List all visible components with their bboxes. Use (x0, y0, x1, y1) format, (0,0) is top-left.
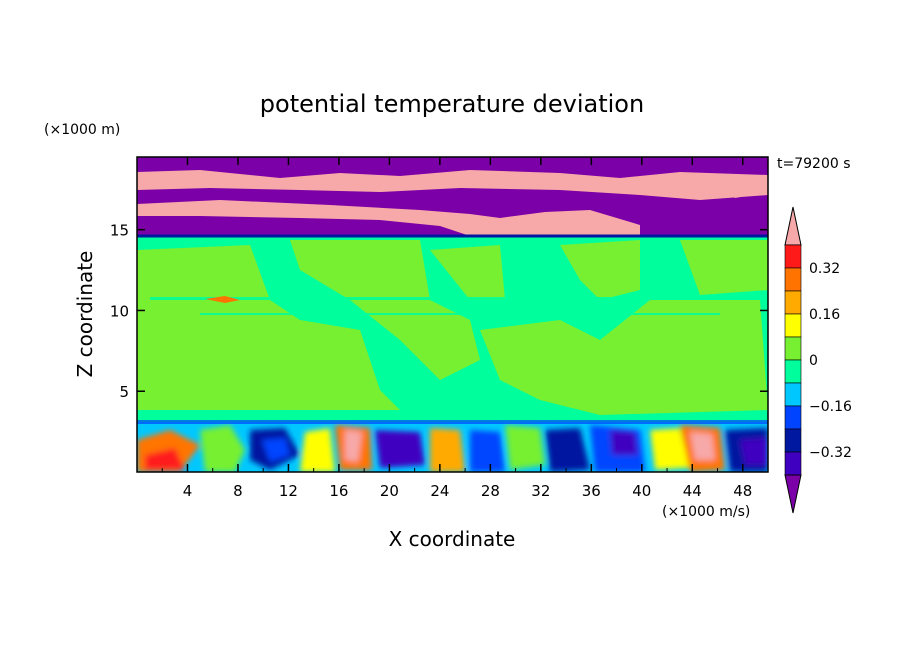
x-axis: 4 8 12 16 20 24 28 32 36 40 44 48 (161, 157, 752, 500)
streak (150, 297, 750, 300)
chart-title: potential temperature deviation (260, 90, 644, 118)
colorbar-segment (784, 451, 802, 476)
x-tick-label: 36 (582, 482, 601, 500)
x-tick-label: 40 (632, 482, 651, 500)
colorbar-tick-label: 0 (809, 353, 818, 369)
y-unit-label: (×1000 m) (44, 122, 120, 138)
pink-band (705, 176, 768, 198)
y-axis: 5 10 15 (110, 222, 768, 401)
green-lobe (137, 245, 400, 410)
green-lobe (560, 240, 640, 300)
contour-field (137, 157, 768, 472)
colorbar-lower-arrow (784, 474, 802, 514)
colorbar-segment (784, 359, 802, 384)
plot-frame (136, 156, 769, 473)
x-tick-label: 32 (531, 482, 550, 500)
colorbar-segment (784, 244, 802, 269)
colorbar-segment (784, 428, 802, 453)
green-lobe (680, 240, 768, 295)
y-axis-label: Z coordinate (73, 251, 97, 378)
colorbar-segment (784, 336, 802, 361)
colorbar-tick-label: 0.16 (809, 307, 840, 323)
time-label: t=79200 s (777, 156, 851, 172)
x-tick-label: 8 (233, 482, 243, 500)
green-lobe (290, 240, 480, 380)
x-tick-label: 4 (183, 482, 193, 500)
colorbar-segment (784, 290, 802, 315)
colorbar-segment (784, 313, 802, 338)
x-tick-label: 44 (683, 482, 702, 500)
boundary-top (137, 420, 768, 424)
pink-band (137, 170, 768, 200)
x-tick-label: 28 (481, 482, 500, 500)
y-tick-label: 10 (110, 302, 129, 320)
streak (200, 313, 720, 315)
green-lobe (480, 300, 768, 415)
x-axis-label: X coordinate (389, 527, 516, 551)
colorbar-segment (784, 382, 802, 407)
colorbar: −0.32 −0.16 0 0.16 0.32 (784, 206, 852, 514)
colorbar-tick-label: 0.32 (809, 261, 840, 277)
colorbar-segment (784, 405, 802, 430)
x-tick-label: 16 (329, 482, 348, 500)
x-unit-label: (×1000 m/s) (662, 504, 750, 520)
x-tick-label: 20 (380, 482, 399, 500)
warm-blob (205, 296, 240, 303)
pink-band (137, 200, 640, 236)
y-tick-label: 5 (119, 383, 129, 401)
colorbar-tick-label: −0.16 (809, 399, 852, 415)
green-lobe (430, 245, 505, 300)
x-tick-label: 12 (279, 482, 298, 500)
boundary-turbulence (137, 425, 768, 472)
colorbar-tick-label: −0.32 (809, 445, 852, 461)
pink-bands (137, 170, 768, 236)
colorbar-segment (784, 267, 802, 292)
colorbar-upper-arrow (784, 206, 802, 246)
x-tick-label: 48 (733, 482, 752, 500)
x-tick-label: 24 (430, 482, 449, 500)
y-tick-label: 15 (110, 222, 129, 240)
